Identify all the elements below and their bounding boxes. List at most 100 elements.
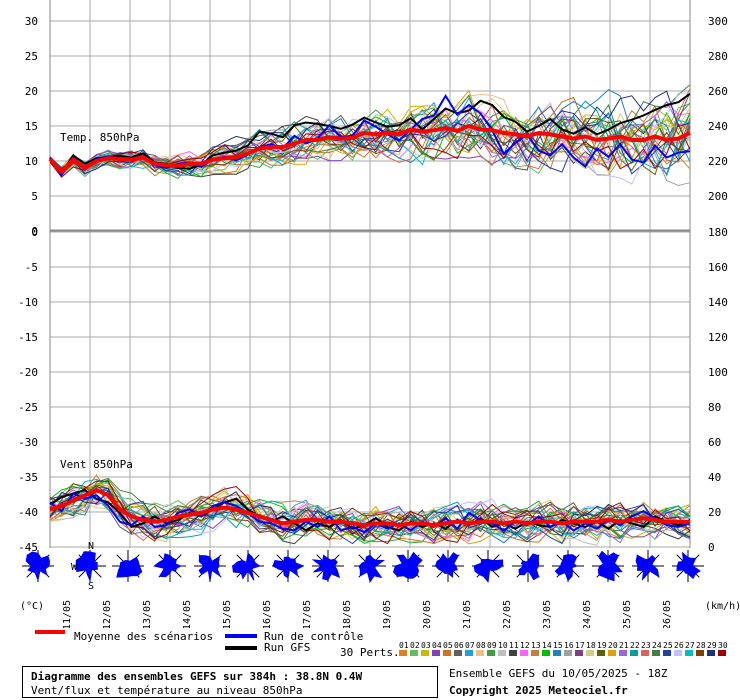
rose-shape <box>597 550 623 582</box>
wind-rose <box>272 550 305 582</box>
y-tick-right-temp: 300 <box>708 15 728 28</box>
diagram-title: Diagramme des ensembles GEFS sur 384h : … <box>31 670 363 683</box>
pert-number: 08 <box>476 641 486 650</box>
legend-gfs-label: Run GFS <box>264 641 311 654</box>
pert-swatch <box>465 650 473 656</box>
pert-swatch <box>476 650 484 656</box>
pert-swatch <box>421 650 429 656</box>
x-tick-date: 22/05 <box>502 600 513 628</box>
y-tick-wind: -20 <box>18 366 38 379</box>
y-tick-temp: 0 <box>31 225 38 238</box>
x-tick-date: 21/05 <box>462 600 473 628</box>
pert-number: 11 <box>509 641 519 650</box>
pert-number: 24 <box>652 641 662 650</box>
x-tick-date: 13/05 <box>142 600 153 628</box>
pert-swatch <box>454 650 462 656</box>
rose-shape <box>358 554 386 583</box>
y-tick-temp: 20 <box>25 85 38 98</box>
rose-shape <box>272 556 305 579</box>
pert-swatch <box>685 650 693 656</box>
wind-mean-line <box>49 487 690 528</box>
wind-rose <box>74 550 106 583</box>
pert-number: 12 <box>520 641 530 650</box>
pert-number: 16 <box>564 641 574 650</box>
unit-left: (°C) <box>20 601 44 612</box>
wind-rose <box>432 550 464 582</box>
y-tick-right-wind: 40 <box>708 471 721 484</box>
pert-swatch <box>498 650 506 656</box>
temp-member-line <box>49 103 691 173</box>
x-tick-date: 18/05 <box>342 600 353 628</box>
temp-member-line <box>49 102 691 180</box>
pert-number: 04 <box>432 641 442 650</box>
legend-mean-label: Moyenne des scénarios <box>74 630 214 643</box>
x-tick-date: 23/05 <box>542 600 553 628</box>
pert-number: 03 <box>421 641 431 650</box>
x-tick-date: 25/05 <box>622 600 633 628</box>
pert-swatch <box>652 650 660 656</box>
main-series <box>48 92 691 534</box>
grid <box>49 0 691 548</box>
rose-shape <box>153 553 182 578</box>
pert-swatch <box>663 650 671 656</box>
x-tick-date: 20/05 <box>422 600 433 628</box>
y-tick-right-wind: 0 <box>708 541 715 554</box>
pert-swatch <box>520 650 528 656</box>
wind-member-line <box>49 483 691 542</box>
legend-control-label: Run de contrôle <box>264 630 364 643</box>
y-tick-wind: -30 <box>18 436 38 449</box>
y-tick-wind: 0 <box>31 226 38 239</box>
pert-swatch <box>487 650 495 656</box>
pert-number: 20 <box>608 641 618 650</box>
compass-w: W <box>71 562 78 573</box>
wind-member-line <box>49 484 691 540</box>
rose-shape <box>434 552 459 578</box>
y-tick-temp: 25 <box>25 50 38 63</box>
axis-labels: 30 25 20 15 10 5 0 300 280 260 240 220 200 0 -5 -10 -15 -… <box>18 15 728 628</box>
pert-number: 18 <box>586 641 596 650</box>
y-tick-wind: -35 <box>18 471 38 484</box>
rose-shape <box>25 551 51 582</box>
pert-number: 07 <box>465 641 475 650</box>
pert-swatch <box>630 650 638 656</box>
wind-rose <box>311 550 344 582</box>
pert-swatch <box>531 650 539 656</box>
wind-rose <box>392 550 424 582</box>
legend-mean-line <box>35 630 65 634</box>
rose-shape <box>75 551 99 583</box>
pert-number: 02 <box>410 641 420 650</box>
pert-number: 22 <box>630 641 640 650</box>
y-tick-temp: 5 <box>31 190 38 203</box>
wind-member-line <box>49 482 691 545</box>
rose-shape <box>635 554 660 581</box>
pert-number: 01 <box>399 641 409 650</box>
wind-rose <box>112 550 144 582</box>
wind-rose <box>592 550 624 582</box>
pert-number: 19 <box>597 641 607 650</box>
rose-shape <box>518 553 540 581</box>
y-tick-right-wind: 140 <box>708 296 728 309</box>
temp-mean-line <box>48 123 691 175</box>
y-tick-right-wind: 60 <box>708 436 721 449</box>
y-tick-right-temp: 240 <box>708 120 728 133</box>
rose-shape <box>676 551 701 580</box>
y-tick-wind: -10 <box>18 296 38 309</box>
rose-shape <box>473 558 504 584</box>
wind-rose <box>672 550 704 582</box>
pert-swatch <box>597 650 605 656</box>
legend-gfs-line <box>225 646 257 650</box>
y-tick-right-wind: 160 <box>708 261 728 274</box>
wind-rose <box>194 550 226 582</box>
info-box: Diagramme des ensembles GEFS sur 384h : … <box>22 666 438 698</box>
pert-number: 14 <box>542 641 552 650</box>
x-tick-date: 11/05 <box>62 600 73 628</box>
x-tick-date: 15/05 <box>222 600 233 628</box>
pert-swatch <box>619 650 627 656</box>
pert-swatch <box>586 650 594 656</box>
pert-number: 27 <box>685 641 695 650</box>
pert-swatch <box>509 650 517 656</box>
wind-panel-label: Vent 850hPa <box>60 458 133 471</box>
pert-swatch <box>399 650 407 656</box>
wind-rose <box>632 550 664 582</box>
copyright: Copyright 2025 Meteociel.fr <box>449 684 628 697</box>
